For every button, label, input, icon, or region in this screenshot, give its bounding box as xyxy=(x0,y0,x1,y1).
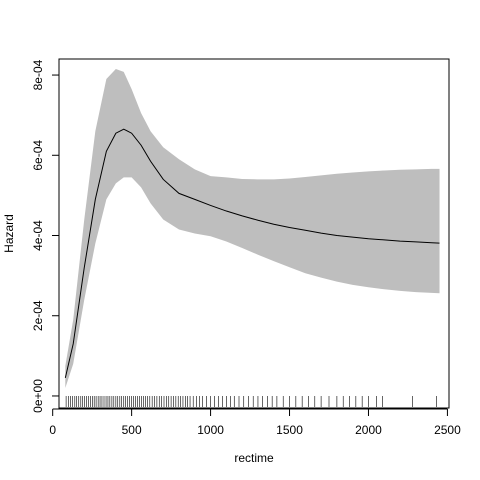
x-tick-label: 2000 xyxy=(355,423,382,437)
x-tick-label: 500 xyxy=(122,423,142,437)
rug-marks xyxy=(65,396,437,407)
y-tick-label: 8e-04 xyxy=(31,59,45,90)
x-tick-label: 1000 xyxy=(197,423,224,437)
y-tick-label: 2e-04 xyxy=(31,300,45,331)
y-tick-label: 4e-04 xyxy=(31,220,45,251)
hazard-line-layer xyxy=(64,128,440,379)
x-axis-label: rectime xyxy=(234,451,274,465)
x-tick-label: 1500 xyxy=(276,423,303,437)
x-tick-label: 0 xyxy=(49,423,56,437)
hazard-line xyxy=(64,128,440,379)
confidence-band-layer xyxy=(65,69,440,388)
y-axis: 0e+00 2e-04 4e-04 6e-04 8e-04 xyxy=(31,59,60,413)
y-axis-label: Hazard xyxy=(2,214,16,253)
y-tick-label: 6e-04 xyxy=(31,140,45,171)
x-tick-label: 2500 xyxy=(434,423,461,437)
y-tick-label: 0e+00 xyxy=(31,379,45,413)
confidence-band xyxy=(65,69,440,388)
x-axis: 0 500 1000 1500 2000 2500 xyxy=(49,408,461,437)
